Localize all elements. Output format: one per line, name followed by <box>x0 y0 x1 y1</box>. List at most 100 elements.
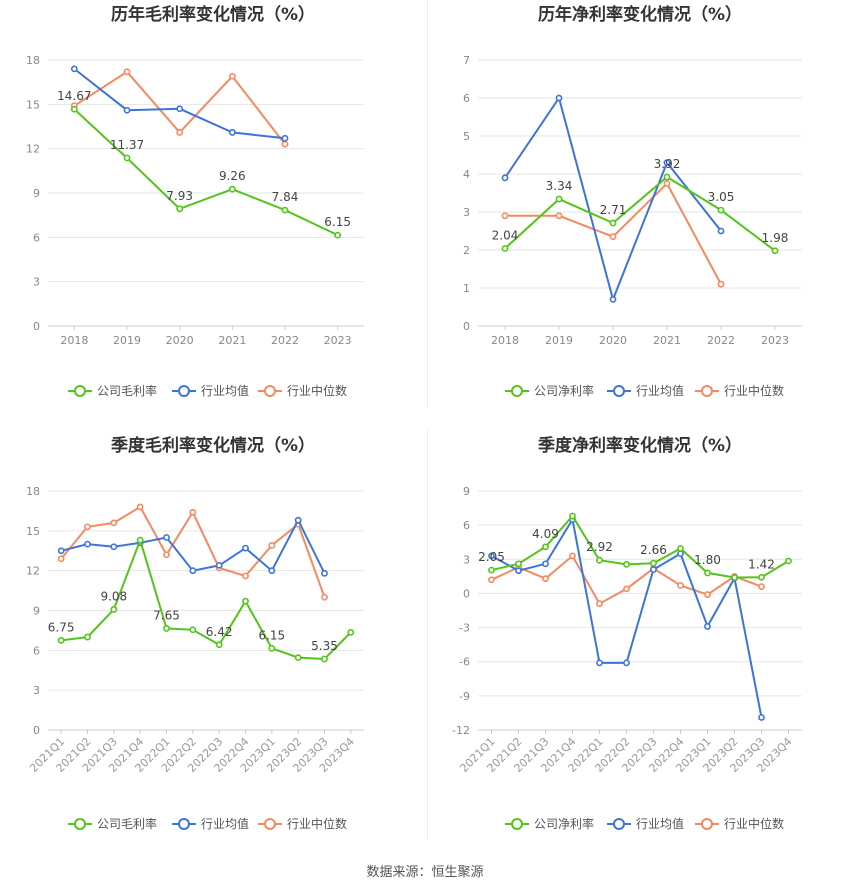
data-label: 3.92 <box>654 157 681 171</box>
y-tick-label: 6 <box>33 231 40 244</box>
data-point-company <box>228 185 236 193</box>
y-tick-label: 9 <box>33 187 40 200</box>
y-tick-label: 0 <box>33 724 40 737</box>
y-tick-label: 0 <box>463 587 470 600</box>
legend-marker-icon <box>178 818 190 830</box>
series-line-company <box>504 175 776 252</box>
x-tick-label: 2019 <box>113 334 141 347</box>
x-tick-label: 2020 <box>166 334 194 347</box>
y-tick-label: 0 <box>463 320 470 333</box>
legend-item-median: 行业中位数 <box>258 383 347 398</box>
data-point-avg <box>176 105 184 113</box>
data-point-median <box>758 583 765 590</box>
x-tick-label: 2022 <box>271 334 299 347</box>
data-point-company <box>650 559 657 567</box>
data-label: 1.98 <box>762 231 789 245</box>
y-tick-label: 3 <box>463 553 470 566</box>
data-point-avg <box>542 560 549 568</box>
data-point-avg <box>758 714 765 721</box>
data-point-company <box>704 569 711 577</box>
y-tick-label: 6 <box>33 644 40 657</box>
data-point-median <box>488 576 495 584</box>
data-label: 3.05 <box>708 190 735 204</box>
series-line-avg <box>60 517 326 574</box>
data-point-avg <box>110 543 118 551</box>
data-point-avg <box>57 547 65 555</box>
data-point-company <box>136 536 144 544</box>
y-tick-label: -3 <box>459 622 470 635</box>
data-point-company <box>268 644 276 652</box>
data-point-median <box>542 575 549 583</box>
data-point-median <box>268 542 276 549</box>
data-point-company <box>596 556 603 564</box>
data-label: 2.66 <box>640 543 667 557</box>
x-tick-label: 2023 <box>324 334 352 347</box>
y-tick-label: 3 <box>33 684 40 697</box>
data-label: 6.15 <box>324 215 351 229</box>
series-line-company <box>61 536 352 661</box>
data-point-avg <box>663 159 671 166</box>
legend-label: 行业中位数 <box>287 816 347 831</box>
legend-marker-icon <box>264 385 276 397</box>
data-point-company <box>70 105 78 113</box>
data-point-company <box>176 205 184 213</box>
data-point-company <box>189 626 197 634</box>
legend-label: 公司毛利率 <box>97 383 157 398</box>
data-label: 7.84 <box>272 190 299 204</box>
data-point-company <box>163 625 170 632</box>
legend-label: 行业均值 <box>636 816 684 831</box>
data-label: 2.71 <box>600 203 627 217</box>
data-point-company <box>677 545 684 552</box>
data-label: 1.80 <box>694 553 721 567</box>
data-point-median <box>163 551 170 559</box>
data-label: 7.65 <box>153 608 180 622</box>
data-point-median <box>242 572 249 580</box>
y-tick-label: 2 <box>463 244 470 257</box>
legend-marker-icon <box>264 818 276 830</box>
data-point-company <box>663 173 671 181</box>
data-point-median <box>623 585 630 593</box>
x-tick-label: 2021 <box>653 334 681 347</box>
legend-label: 行业中位数 <box>724 383 784 398</box>
data-point-avg <box>242 544 249 552</box>
data-point-company <box>785 557 792 565</box>
legend-item-median: 行业中位数 <box>695 383 784 398</box>
legend-label: 行业均值 <box>201 383 249 398</box>
data-point-median <box>189 508 197 516</box>
legend-marker-icon <box>613 818 625 830</box>
data-point-company <box>242 597 249 605</box>
data-point-median <box>123 68 131 76</box>
legend-marker-icon <box>74 818 86 830</box>
data-point-company <box>623 561 630 568</box>
panel-divider-top <box>427 0 428 408</box>
x-tick-label: 2018 <box>60 334 88 347</box>
data-point-avg <box>228 129 236 136</box>
series-line-avg <box>491 516 763 718</box>
data-point-avg <box>189 567 197 575</box>
data-point-median <box>663 180 671 187</box>
data-point-company <box>717 206 725 214</box>
data-point-company <box>294 654 302 662</box>
legend-item-avg: 行业均值 <box>607 383 684 398</box>
legend-label: 公司净利率 <box>534 816 594 831</box>
x-tick-label: 2023 <box>761 334 789 347</box>
data-point-avg <box>321 569 328 577</box>
legend-marker-icon <box>613 385 625 397</box>
data-label: 7.93 <box>166 189 193 203</box>
data-label: 2.04 <box>492 228 519 242</box>
y-tick-label: 5 <box>463 130 470 143</box>
data-label: 4.09 <box>532 527 559 541</box>
data-label: 11.37 <box>110 138 144 152</box>
data-point-median <box>569 552 576 560</box>
data-point-company <box>771 247 779 255</box>
legend-marker-icon <box>178 385 190 397</box>
data-point-avg <box>515 567 522 575</box>
data-point-avg <box>623 659 630 667</box>
legend-item-median: 行业中位数 <box>258 816 347 831</box>
data-point-company <box>542 543 549 551</box>
data-point-avg <box>650 566 657 573</box>
data-point-median <box>677 582 684 589</box>
y-tick-label: 12 <box>26 143 40 156</box>
data-label: 2.92 <box>586 540 613 554</box>
